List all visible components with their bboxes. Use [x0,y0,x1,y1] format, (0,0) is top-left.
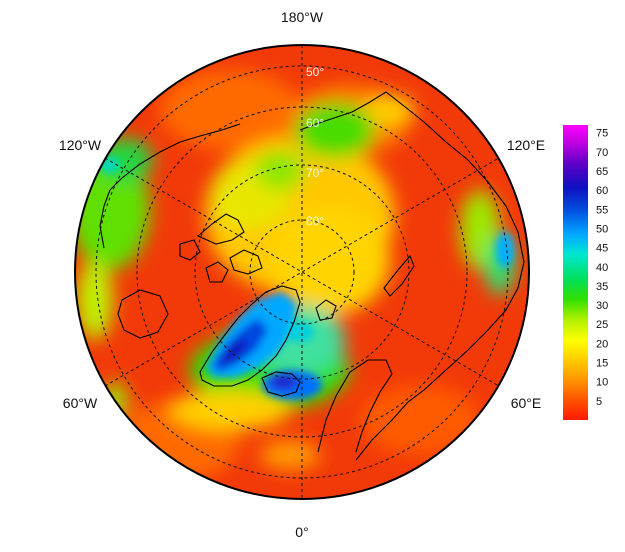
colorbar-tick-label: 5 [596,396,602,408]
lat-label-80: 80° [306,214,324,228]
lon-label-top: 180°W [281,9,324,25]
meridian-120 [104,157,500,387]
north-america-coast [109,123,241,191]
lat-circle-80 [249,219,355,325]
graticule [95,45,509,499]
colorbar-tick-label: 20 [596,338,608,350]
greenland-coast [199,285,301,387]
coastlines [99,91,525,461]
colorbar-tick-label: 70 [596,147,608,159]
eurasia-coast [355,91,525,461]
lon-label-lower-left: 60°W [63,395,98,411]
colorbar-tick-label: 40 [596,262,608,274]
iceland-coast [261,371,301,397]
colorbar-tick-label: 35 [596,281,608,293]
colorbar-tick-label: 45 [596,243,608,255]
lon-label-bottom: 0° [295,524,308,540]
colorbar-tick-label: 30 [596,300,608,312]
map-boundary [74,44,530,500]
colorbar-tick-label: 75 [596,128,608,140]
alaska-coast [99,189,111,249]
colorbar-gradient [563,125,588,420]
colorbar: 75 70 65 60 55 50 45 40 35 30 25 20 15 10 5 [563,125,608,420]
colorbar-ticks: 75 70 65 60 55 50 45 40 35 30 25 20 15 10 5 [596,128,608,408]
hudson-bay [117,289,169,339]
meridian-60 [104,157,500,387]
lon-label-lower-right: 60°E [511,395,542,411]
lat-label-70: 70° [306,166,324,180]
novaya-zemlya [383,254,415,297]
colorbar-tick-label: 25 [596,319,608,331]
colorbar-tick-label: 60 [596,185,608,197]
scandinavia-coast [317,359,393,453]
siberia-coast [299,91,387,131]
colorbar-tick-label: 50 [596,223,608,235]
colorbar-tick-label: 10 [596,377,608,389]
lon-label-upper-left: 120°W [59,137,102,153]
lat-label-60: 60° [306,116,324,130]
canadian-archipelago [179,213,263,283]
lat-circle-70 [194,164,410,380]
colorbar-tick-label: 65 [596,166,608,178]
lon-label-upper-right: 120°E [507,137,545,153]
colorbar-tick-label: 55 [596,204,608,216]
lat-circle-50 [95,65,509,479]
colorbar-tick-label: 15 [596,358,608,370]
svalbard [315,299,337,321]
lat-label-50: 50° [306,65,324,79]
